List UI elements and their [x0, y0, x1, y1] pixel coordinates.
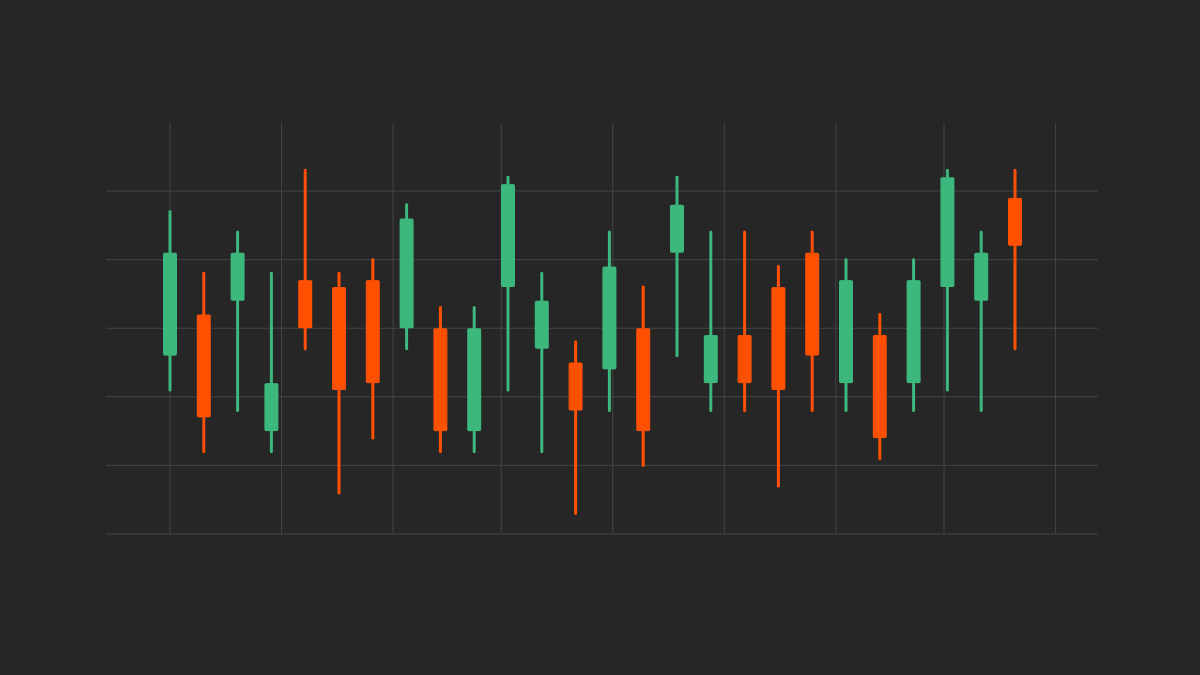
candle-body — [501, 184, 515, 288]
candle-body — [737, 335, 752, 384]
candle-body — [771, 287, 786, 390]
candle-9 — [467, 306, 482, 454]
candle-body — [636, 328, 651, 432]
candle-12 — [568, 340, 583, 515]
candle-10 — [501, 175, 515, 392]
candle-18 — [771, 264, 786, 488]
candle-body — [433, 328, 448, 432]
candle-body — [399, 218, 414, 329]
candle-17 — [737, 230, 752, 413]
candle-6 — [365, 258, 380, 440]
candle-3 — [264, 271, 279, 454]
candle-body — [467, 328, 482, 432]
candle-body — [839, 280, 853, 384]
candle-16 — [703, 230, 718, 413]
candle-body — [365, 280, 380, 384]
candle-23 — [940, 168, 955, 392]
candle-body — [974, 252, 989, 301]
candle-body — [568, 362, 583, 411]
candle-body — [703, 335, 718, 384]
candle-body — [872, 335, 887, 438]
candle-body — [805, 252, 820, 356]
candle-24 — [974, 230, 989, 413]
candle-body — [1008, 197, 1022, 246]
candle-1 — [196, 271, 211, 454]
candle-body — [298, 280, 313, 329]
candle-body — [670, 204, 684, 253]
candle-5 — [332, 271, 346, 495]
candle-4 — [298, 168, 313, 351]
candle-15 — [670, 175, 684, 358]
candle-body — [906, 280, 921, 384]
candle-body — [332, 287, 346, 390]
candle-21 — [872, 312, 887, 461]
candle-body — [196, 314, 211, 418]
candle-2 — [230, 230, 245, 413]
candle-14 — [636, 285, 651, 467]
candle-body — [534, 300, 549, 349]
candle-8 — [433, 306, 448, 454]
candle-body — [163, 252, 177, 356]
candle-body — [264, 383, 279, 432]
candle-19 — [805, 230, 820, 413]
candle-25 — [1008, 168, 1022, 351]
candle-0 — [163, 210, 177, 392]
candle-body — [602, 266, 617, 370]
candle-11 — [534, 271, 549, 454]
candle-22 — [906, 258, 921, 413]
candle-layer — [163, 168, 1022, 515]
candle-20 — [839, 258, 853, 413]
candle-body — [230, 252, 245, 301]
candle-body — [940, 177, 955, 288]
candle-7 — [399, 203, 414, 351]
candle-13 — [602, 230, 617, 413]
